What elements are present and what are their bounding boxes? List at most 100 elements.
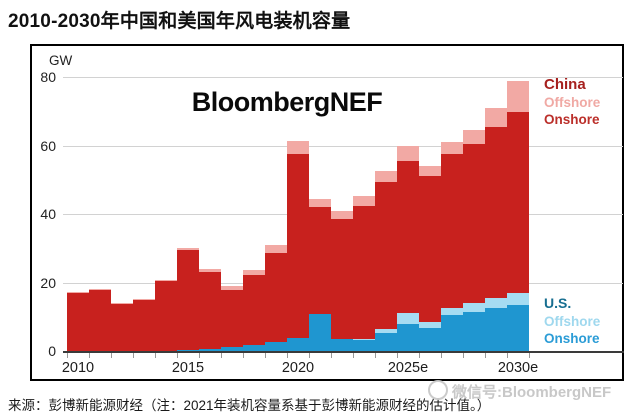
bar-segment-us-onshore [309,314,331,351]
bar-segment-china-onshore [89,289,111,351]
bar-segment-china-offshore [133,298,155,300]
legend-us-offshore: Offshore [544,313,601,329]
bar-segment-china-onshore [221,289,243,348]
x-tick [177,353,178,358]
bar-segment-us-offshore [485,297,507,309]
bar-segment-china-onshore [419,175,441,322]
x-tick [397,353,398,358]
bar-segment-china-offshore [375,170,397,183]
bar-segment-us-offshore [441,308,463,316]
x-tick-label: 2020 [281,360,315,376]
bar-segment-us-onshore [507,304,529,351]
bar-segment-us-offshore [463,303,485,312]
gridline [63,145,623,147]
bar-segment-china-offshore [331,210,353,220]
x-tick-label: 2015 [171,360,205,376]
bar-segment-china-offshore [243,269,265,276]
wechat-watermark-text: 微信号:BloombergNEF [452,384,612,401]
bar-segment-china-offshore [265,245,287,254]
bar-segment-china-offshore [155,279,177,281]
bar-segment-us-onshore [177,349,199,351]
bar-segment-us-onshore [463,311,485,351]
wechat-watermark: 微信号:BloombergNEF [428,380,611,402]
bar-segment-us-onshore [331,339,353,351]
bar-segment-china-onshore [243,275,265,345]
legend-us: U.S. Offshore Onshore [544,295,600,348]
bloombergnef-watermark: BloombergNEF [191,87,383,117]
bar-segment-china-offshore [199,268,221,272]
bar-segment-us-offshore [419,321,441,328]
bar-segment-china-offshore [397,145,419,161]
bar-segment-us-onshore [265,342,287,351]
x-tick [485,353,486,358]
x-tick-label: 2010 [61,360,95,376]
x-tick [133,353,134,358]
bar-segment-china-offshore [67,292,89,293]
bar-segment-china-onshore [397,160,419,314]
bar-segment-china-offshore [485,108,507,127]
bar-segment-china-onshore [463,144,485,304]
y-tick-label: 20 [40,274,56,291]
bar-segment-china-onshore [111,303,133,351]
legend-china-offshore: Offshore [544,94,601,110]
bar-segment-china-offshore [419,165,441,176]
bar-segment-china-offshore [89,288,111,290]
bar-segment-us-onshore [419,327,441,351]
bar-segment-china-offshore [507,80,529,112]
bar-segment-china-onshore [309,207,331,315]
bar-segment-china-onshore [155,280,177,351]
bar-segment-china-onshore [353,205,375,340]
wechat-logo-icon [428,380,448,400]
bar-segment-us-onshore [397,323,419,351]
y-tick-label: 40 [40,206,56,223]
x-tick [221,353,222,358]
x-tick-label: 2025e [387,360,429,376]
gridline [63,77,623,79]
bar-segment-china-onshore [67,292,89,351]
x-tick-label: 2030e [497,360,539,376]
x-tick [265,353,266,358]
x-axis-line [63,351,624,353]
bar-segment-us-onshore [199,348,221,351]
bar-segment-china-onshore [441,154,463,309]
y-tick-label: 0 [48,343,56,359]
bar-segment-china-onshore [507,111,529,293]
bar-segment-us-onshore [287,337,309,351]
bar-segment-china-offshore [111,303,133,304]
bar-segment-us-offshore [397,313,419,324]
legend-china-title: China [544,76,586,93]
bar-segment-us-onshore [221,347,243,351]
x-tick [331,353,332,358]
x-tick [463,353,464,358]
bar-segment-us-offshore [375,329,397,333]
bar-segment-china-onshore [199,271,221,349]
bar-segment-china-offshore [353,195,375,206]
source-note: 来源：彭博新能源财经（注：2021年装机容量系基于彭博新能源财经的估计值。） [8,398,491,413]
page-title: 2010-2030年中国和美国年风电装机容量 [8,11,351,32]
y-axis-unit-label: GW [49,53,73,68]
x-tick [507,353,508,358]
bar-segment-us-onshore [441,315,463,351]
bar-segment-china-onshore [177,250,199,350]
bar-segment-china-offshore [177,248,199,251]
bar-segment-us-offshore [353,339,375,341]
bar-segment-china-offshore [441,142,463,155]
bar-segment-china-onshore [485,126,507,298]
x-tick [353,353,354,358]
bar-segment-china-onshore [133,299,155,351]
y-tick-label: 80 [40,69,56,86]
x-tick [287,353,288,358]
x-tick [309,353,310,358]
x-tick [89,353,90,358]
bar-segment-us-onshore [243,344,265,351]
x-tick [155,353,156,358]
x-tick [199,353,200,358]
bar-segment-china-onshore [375,182,397,330]
legend-us-onshore: Onshore [544,331,600,346]
bar-segment-us-onshore [353,340,375,351]
legend-china: China Offshore Onshore [544,76,600,129]
bar-segment-china-onshore [287,154,309,338]
x-tick [441,353,442,358]
bar-segment-china-offshore [463,130,485,145]
